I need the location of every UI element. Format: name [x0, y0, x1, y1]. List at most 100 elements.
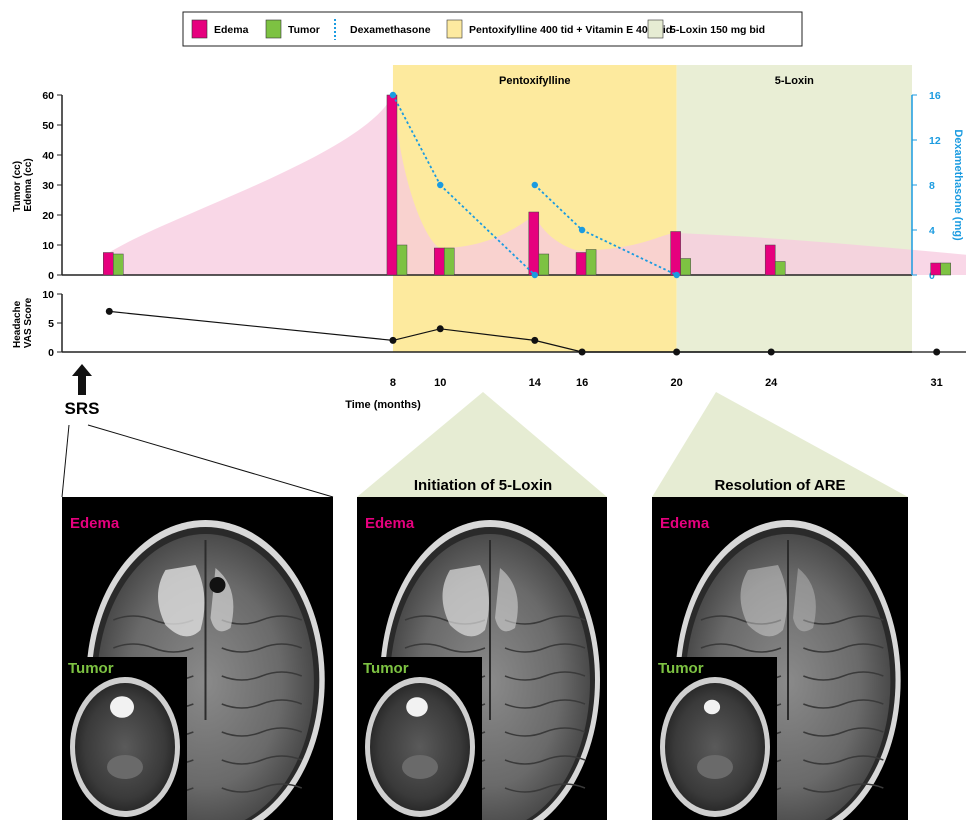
x-tick-labels: 810141620243137 — [390, 377, 943, 389]
callout-srs-left — [61, 424, 70, 498]
sulcus — [803, 671, 884, 681]
sulcus — [504, 783, 586, 793]
vas-point — [436, 325, 444, 333]
vas-point — [105, 307, 113, 315]
y-tick-label: 30 — [42, 180, 54, 192]
edema-region — [158, 565, 205, 637]
sulcus — [504, 671, 586, 681]
sulcus — [803, 699, 884, 709]
edema-bar — [103, 252, 114, 276]
legend-swatch — [191, 19, 208, 39]
dex-point — [673, 271, 680, 279]
y2-tick-label: 8 — [929, 180, 935, 192]
lesion-cavity — [209, 577, 226, 593]
vas-axis-label: Headache VAS Score — [12, 297, 34, 348]
y-ticks-left: 0 10 20 30 40 50 60 — [42, 90, 62, 282]
vas-tick-label: 5 — [48, 318, 54, 330]
legend-item: Tumor — [265, 19, 320, 39]
dexamethasone-series — [389, 91, 680, 279]
y-tick-label: 0 — [48, 270, 54, 282]
sulcus — [221, 643, 303, 653]
sulcus — [504, 615, 586, 625]
edema-bar — [433, 247, 445, 276]
tumor-bar — [680, 258, 691, 276]
dex-point — [531, 181, 538, 189]
dex-line-segment — [392, 94, 442, 186]
y-tick-label: 40 — [42, 150, 54, 162]
vas-tick-label: 0 — [48, 347, 54, 359]
treatment-phases: Pentoxifylline 5-Loxin — [392, 65, 912, 352]
x-tick-label: 16 — [576, 377, 588, 389]
y2-axis-label: Dexamethasone (mg) — [952, 129, 964, 241]
dex-line-segment — [439, 184, 536, 276]
tumor-bar — [113, 253, 124, 276]
sulcus — [221, 699, 303, 709]
inset-tumor-enhancement — [406, 697, 428, 717]
tumor-bar — [774, 261, 786, 276]
sulcus — [700, 643, 782, 653]
inset-tumor-enhancement — [703, 699, 721, 715]
x-tick-label: 8 — [390, 377, 396, 389]
inset-brainstem — [402, 755, 438, 779]
sulcus — [221, 671, 303, 681]
tumor-bar — [585, 249, 597, 276]
legend-label: Edema — [214, 24, 249, 36]
legend-item: 5-Loxin 150 mg bid — [647, 19, 765, 39]
dex-point — [578, 226, 586, 234]
sulcus — [504, 727, 586, 737]
inset-brain — [370, 683, 470, 811]
dex-point — [389, 91, 397, 99]
x-axis-label: Time (months) — [345, 399, 421, 411]
phase-label-pentoxifylline: Pentoxifylline — [499, 75, 571, 87]
srs-arrow-icon — [72, 364, 92, 395]
pentoxifylline-phase — [392, 65, 677, 352]
dex-line-segment — [534, 184, 583, 231]
vas-point — [389, 336, 397, 344]
sulcus — [221, 755, 303, 765]
y-axis-label: Tumor (cc) Edema (cc) — [12, 158, 34, 212]
inset-brainstem — [107, 755, 143, 779]
edema-trend-area — [109, 95, 966, 275]
sulcus — [803, 783, 884, 793]
tumor-bar — [940, 262, 951, 276]
sulcus — [504, 699, 586, 709]
mri-panel: Edema Tumor — [357, 497, 607, 820]
edema-bar — [386, 94, 398, 276]
mri-panel: Edema Tumor — [62, 497, 333, 820]
phase-label-loxin: 5-Loxin — [775, 75, 814, 87]
vas-series — [105, 307, 966, 356]
dex-point — [437, 181, 444, 189]
y-tick-label: 20 — [42, 210, 54, 222]
bars — [103, 94, 951, 276]
edema-label: Edema — [660, 515, 710, 532]
y2-tick-label: 12 — [929, 135, 941, 147]
edema-region — [740, 565, 787, 637]
inset-tumor-enhancement — [110, 696, 134, 718]
x-tick-label: 20 — [671, 377, 683, 389]
sulcus — [404, 643, 486, 653]
vas-point — [933, 348, 941, 356]
vas-tick-label: 10 — [42, 289, 54, 301]
vas-point — [578, 348, 586, 356]
legend-swatch — [647, 19, 664, 39]
legend-label: Dexamethasone — [350, 24, 431, 36]
legend-item: Dexamethasone — [334, 19, 431, 40]
srs-marker: SRS — [65, 364, 99, 418]
legend-swatch — [265, 19, 282, 39]
legend-box — [182, 11, 803, 47]
edema-bar — [528, 211, 540, 276]
legend-label: 5-Loxin 150 mg bid — [670, 24, 765, 36]
sulcus — [700, 615, 782, 625]
loxin-phase — [676, 65, 912, 352]
tumor-label: Tumor — [68, 660, 114, 677]
x-tick-label: 10 — [434, 377, 446, 389]
x-tick-label: 14 — [529, 377, 542, 389]
headache-chart: 0 5 10 Headache VAS Score — [12, 289, 966, 359]
legend-item: Edema — [191, 19, 249, 39]
tumor-label: Tumor — [658, 660, 704, 677]
tumor-bar — [396, 244, 408, 276]
callout-20 — [357, 392, 607, 497]
inset-brainstem — [697, 755, 733, 779]
sulcus — [113, 643, 194, 653]
